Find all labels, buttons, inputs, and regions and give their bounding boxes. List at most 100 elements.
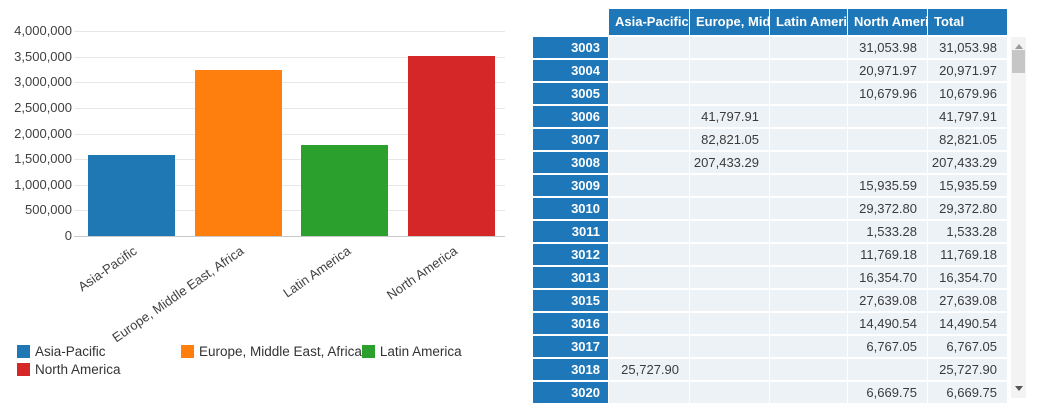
table-cell[interactable]: 11,769.18 [848,244,927,265]
table-cell[interactable] [609,336,689,357]
row-header[interactable]: 3006 [533,106,608,127]
table-cell[interactable] [848,106,927,127]
table-cell[interactable] [690,221,769,242]
column-header-north-americ[interactable]: North Americ [848,9,927,35]
legend-item-europe-middle-east-africa[interactable]: Europe, Middle East, Africa [181,344,362,359]
bar-north-america[interactable] [408,55,496,236]
table-cell[interactable]: 27,639.08 [928,290,1007,311]
table-cell[interactable]: 6,669.75 [848,382,927,403]
table-cell[interactable] [609,221,689,242]
table-cell[interactable]: 41,797.91 [690,106,769,127]
table-cell[interactable] [848,152,927,173]
table-cell[interactable]: 1,533.28 [928,221,1007,242]
table-cell[interactable] [609,313,689,334]
table-cell[interactable]: 41,797.91 [928,106,1007,127]
table-cell[interactable] [770,290,847,311]
table-cell[interactable]: 29,372.80 [848,198,927,219]
table-cell[interactable]: 10,679.96 [848,83,927,104]
table-cell[interactable]: 6,669.75 [928,382,1007,403]
row-header[interactable]: 3018 [533,359,608,380]
table-cell[interactable] [690,83,769,104]
table-cell[interactable]: 15,935.59 [928,175,1007,196]
bar-asia-pacific[interactable] [87,154,175,236]
table-cell[interactable]: 1,533.28 [848,221,927,242]
row-header[interactable]: 3004 [533,60,608,81]
table-cell[interactable] [609,382,689,403]
table-cell[interactable]: 16,354.70 [848,267,927,288]
table-cell[interactable] [770,60,847,81]
table-cell[interactable]: 31,053.98 [848,37,927,58]
row-header[interactable]: 3003 [533,37,608,58]
table-cell[interactable] [609,175,689,196]
table-cell[interactable] [770,359,847,380]
column-header-asia-pacific[interactable]: Asia-Pacific [609,9,689,35]
table-cell[interactable] [770,106,847,127]
legend-item-asia-pacific[interactable]: Asia-Pacific [17,344,181,359]
row-header[interactable]: 3012 [533,244,608,265]
table-cell[interactable] [770,129,847,150]
table-cell[interactable] [690,359,769,380]
table-cell[interactable]: 82,821.05 [928,129,1007,150]
table-cell[interactable] [609,37,689,58]
table-cell[interactable] [770,83,847,104]
row-header[interactable]: 3005 [533,83,608,104]
row-header[interactable]: 3009 [533,175,608,196]
table-cell[interactable] [609,198,689,219]
column-header-total[interactable]: Total [928,9,1007,35]
table-cell[interactable] [770,198,847,219]
table-cell[interactable]: 27,639.08 [848,290,927,311]
table-cell[interactable] [770,221,847,242]
table-cell[interactable]: 20,971.97 [928,60,1007,81]
row-header[interactable]: 3016 [533,313,608,334]
bar-latin-america[interactable] [301,144,389,236]
table-cell[interactable] [609,290,689,311]
table-scrollbar[interactable] [1011,37,1026,398]
table-cell[interactable]: 31,053.98 [928,37,1007,58]
table-cell[interactable] [609,152,689,173]
row-header[interactable]: 3015 [533,290,608,311]
table-cell[interactable]: 16,354.70 [928,267,1007,288]
row-header[interactable]: 3007 [533,129,608,150]
table-cell[interactable] [690,290,769,311]
table-cell[interactable]: 207,433.29 [928,152,1007,173]
table-cell[interactable]: 25,727.90 [609,359,689,380]
table-cell[interactable] [690,382,769,403]
table-cell[interactable]: 82,821.05 [690,129,769,150]
table-cell[interactable] [770,37,847,58]
table-cell[interactable] [848,359,927,380]
scroll-up-button[interactable] [1011,39,1026,53]
table-cell[interactable] [770,267,847,288]
table-cell[interactable] [609,60,689,81]
table-cell[interactable] [770,152,847,173]
table-cell[interactable]: 20,971.97 [848,60,927,81]
table-cell[interactable]: 10,679.96 [928,83,1007,104]
row-header[interactable]: 3017 [533,336,608,357]
table-cell[interactable]: 14,490.54 [848,313,927,334]
table-cell[interactable] [609,267,689,288]
legend-item-latin-america[interactable]: Latin America [361,344,526,359]
table-cell[interactable]: 11,769.18 [928,244,1007,265]
table-cell[interactable] [770,336,847,357]
table-cell[interactable]: 6,767.05 [928,336,1007,357]
column-header-latin-america[interactable]: Latin America [770,9,847,35]
table-cell[interactable]: 6,767.05 [848,336,927,357]
table-cell[interactable]: 14,490.54 [928,313,1007,334]
table-cell[interactable] [609,106,689,127]
table-cell[interactable] [690,198,769,219]
table-cell[interactable] [690,244,769,265]
table-cell[interactable] [609,244,689,265]
row-header[interactable]: 3008 [533,152,608,173]
table-cell[interactable] [609,129,689,150]
scrollbar-thumb[interactable] [1012,50,1025,73]
bar-europe-middle-east-africa[interactable] [194,70,282,236]
table-cell[interactable] [609,83,689,104]
table-cell[interactable] [770,244,847,265]
table-cell[interactable] [770,382,847,403]
table-cell[interactable] [770,175,847,196]
column-header-europe-midd[interactable]: Europe, Midd [690,9,769,35]
row-header[interactable]: 3013 [533,267,608,288]
table-cell[interactable] [690,313,769,334]
row-header[interactable]: 3011 [533,221,608,242]
table-cell[interactable]: 25,727.90 [928,359,1007,380]
scroll-down-button[interactable] [1011,381,1026,395]
